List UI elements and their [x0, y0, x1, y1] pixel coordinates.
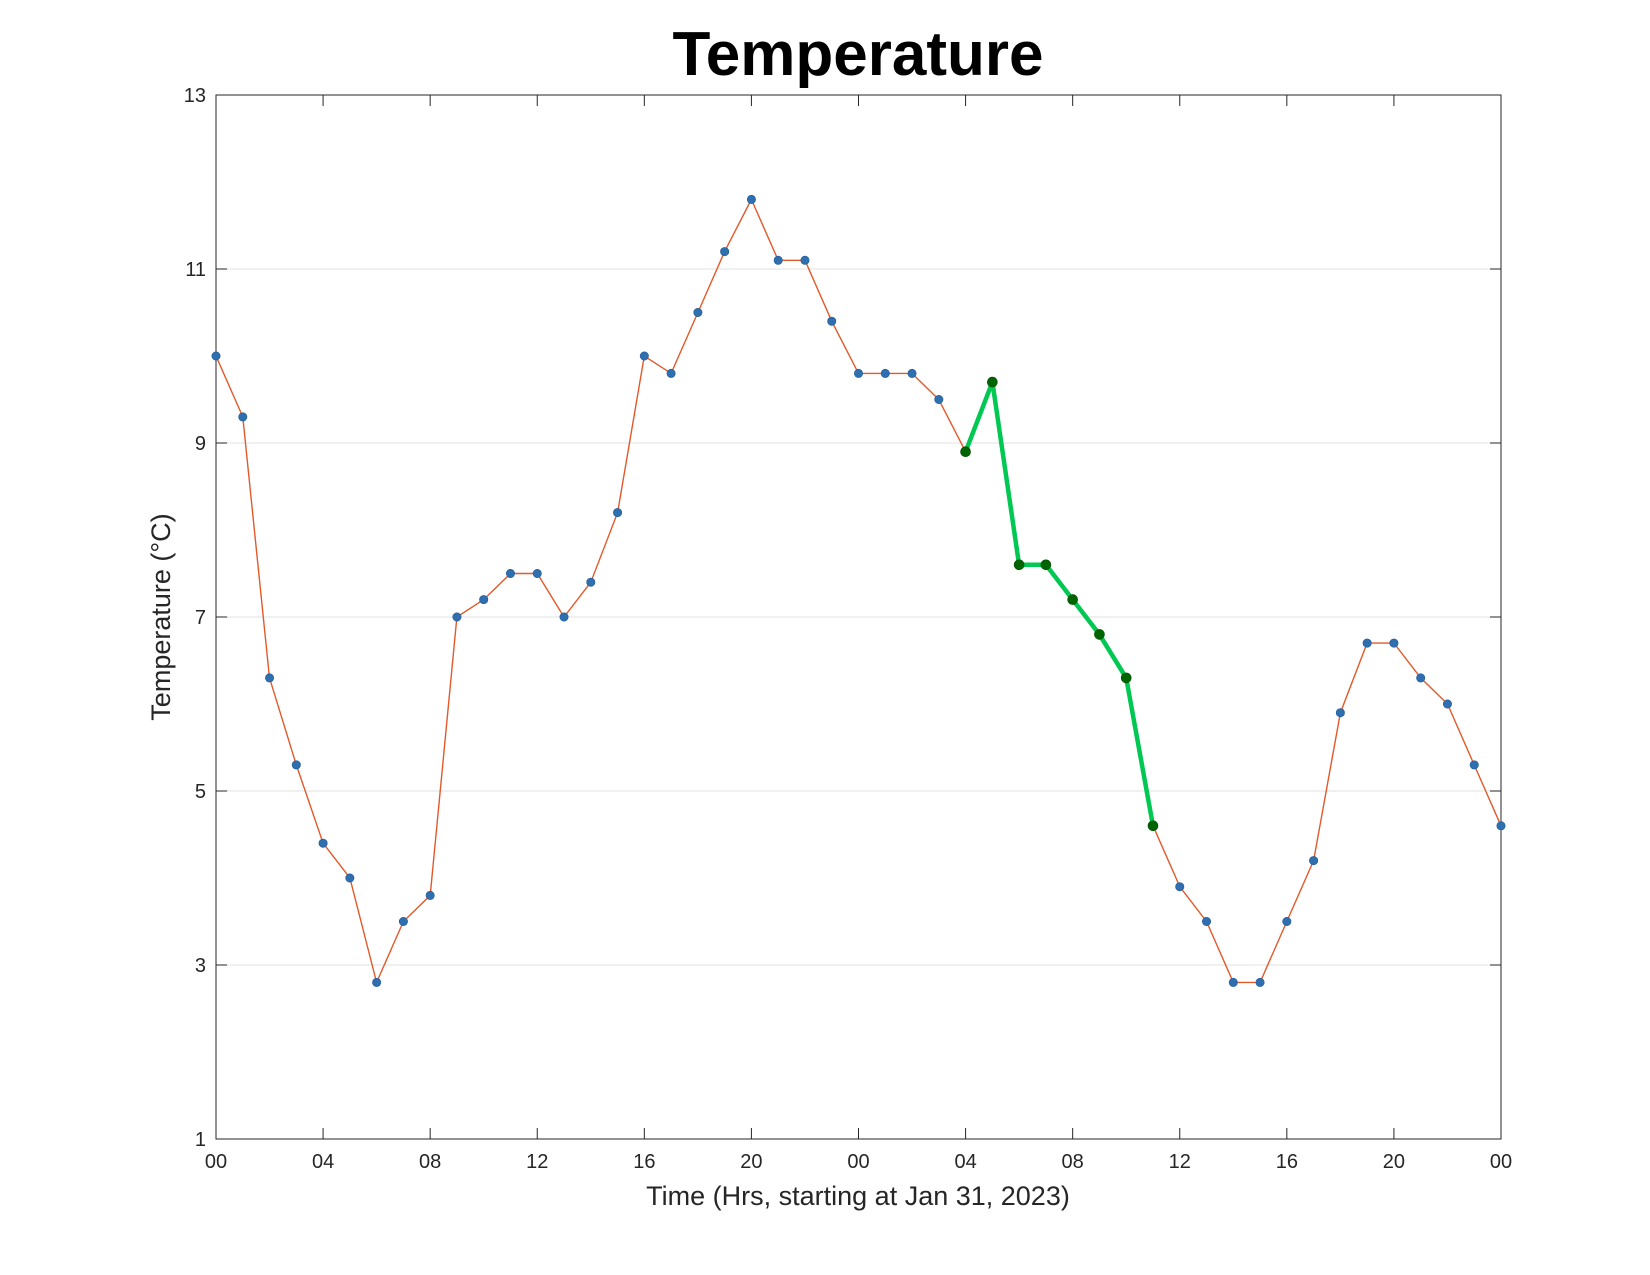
- data-point: [479, 595, 489, 605]
- y-tick-label: 5: [195, 781, 206, 803]
- x-tick-label: 20: [740, 1151, 762, 1173]
- highlight-data-point: [1067, 594, 1078, 605]
- highlight-data-point: [960, 446, 971, 458]
- data-point: [800, 255, 810, 265]
- x-tick-label: 00: [1490, 1151, 1512, 1173]
- data-point: [934, 394, 944, 404]
- data-point: [720, 247, 730, 257]
- x-tick-label: 20: [1383, 1151, 1405, 1173]
- data-point: [1228, 977, 1238, 987]
- x-tick-label: 12: [1169, 1151, 1191, 1173]
- series-layer: [211, 194, 1506, 987]
- y-tick-label: 3: [195, 955, 206, 977]
- data-point: [1469, 760, 1479, 770]
- x-tick-label: 00: [205, 1151, 227, 1173]
- data-point: [1202, 916, 1212, 926]
- y-tick-label: 13: [184, 85, 206, 107]
- y-tick-label: 1: [195, 1129, 206, 1151]
- data-point: [532, 568, 542, 578]
- data-point: [1389, 638, 1399, 648]
- data-point: [1362, 638, 1372, 648]
- y-tick-label: 7: [195, 607, 206, 629]
- highlight-data-point: [1094, 629, 1105, 640]
- y-tick-label: 11: [185, 259, 206, 281]
- x-tick-label: 16: [1276, 1151, 1298, 1173]
- data-point: [613, 508, 623, 518]
- x-tick-label: 04: [312, 1151, 334, 1173]
- highlight-series-line: [963, 379, 1156, 827]
- data-point: [559, 612, 569, 622]
- x-axis-label: Time (Hrs, starting at Jan 31, 2023): [646, 1181, 1070, 1211]
- x-tick-label: 12: [526, 1151, 548, 1173]
- data-point: [1416, 673, 1426, 683]
- series-line: [215, 197, 1502, 985]
- x-tick-label: 08: [419, 1151, 441, 1173]
- data-point: [693, 307, 703, 317]
- data-point: [265, 673, 275, 683]
- data-point: [639, 351, 649, 361]
- data-point: [907, 368, 917, 378]
- data-point: [773, 255, 783, 265]
- y-axis-label: Temperature (°C): [146, 513, 176, 720]
- chart-title: Temperature: [673, 20, 1044, 89]
- data-point: [666, 368, 676, 378]
- x-tick-label: 00: [847, 1151, 869, 1173]
- gridlines: [216, 268, 1501, 966]
- data-point: [586, 577, 596, 587]
- data-point: [1255, 977, 1265, 987]
- highlight-data-point: [1120, 672, 1132, 684]
- x-tick-label: 04: [954, 1151, 976, 1173]
- data-point: [398, 916, 408, 926]
- data-point: [452, 612, 462, 622]
- data-point: [1282, 916, 1292, 926]
- y-tick-label: 9: [195, 433, 206, 455]
- data-point: [1442, 699, 1452, 709]
- data-point: [1496, 821, 1506, 831]
- data-point: [505, 568, 515, 578]
- data-point: [746, 194, 756, 204]
- data-point: [1175, 882, 1185, 892]
- highlight-data-point: [1040, 559, 1052, 571]
- data-point: [1335, 708, 1345, 718]
- data-point: [880, 368, 890, 378]
- data-point: [291, 760, 301, 770]
- data-point: [318, 838, 328, 848]
- data-point: [238, 412, 248, 422]
- data-point: [425, 890, 435, 900]
- data-point: [827, 316, 837, 326]
- highlight-data-point: [987, 376, 998, 388]
- data-point: [345, 873, 355, 883]
- x-tick-label: 08: [1062, 1151, 1084, 1173]
- highlight-data-point: [1147, 820, 1159, 832]
- x-tick-label: 16: [633, 1151, 655, 1173]
- highlight-data-point: [1013, 559, 1025, 571]
- data-point: [211, 351, 221, 361]
- data-point: [853, 368, 863, 378]
- data-point: [1309, 856, 1319, 866]
- data-point: [372, 977, 382, 987]
